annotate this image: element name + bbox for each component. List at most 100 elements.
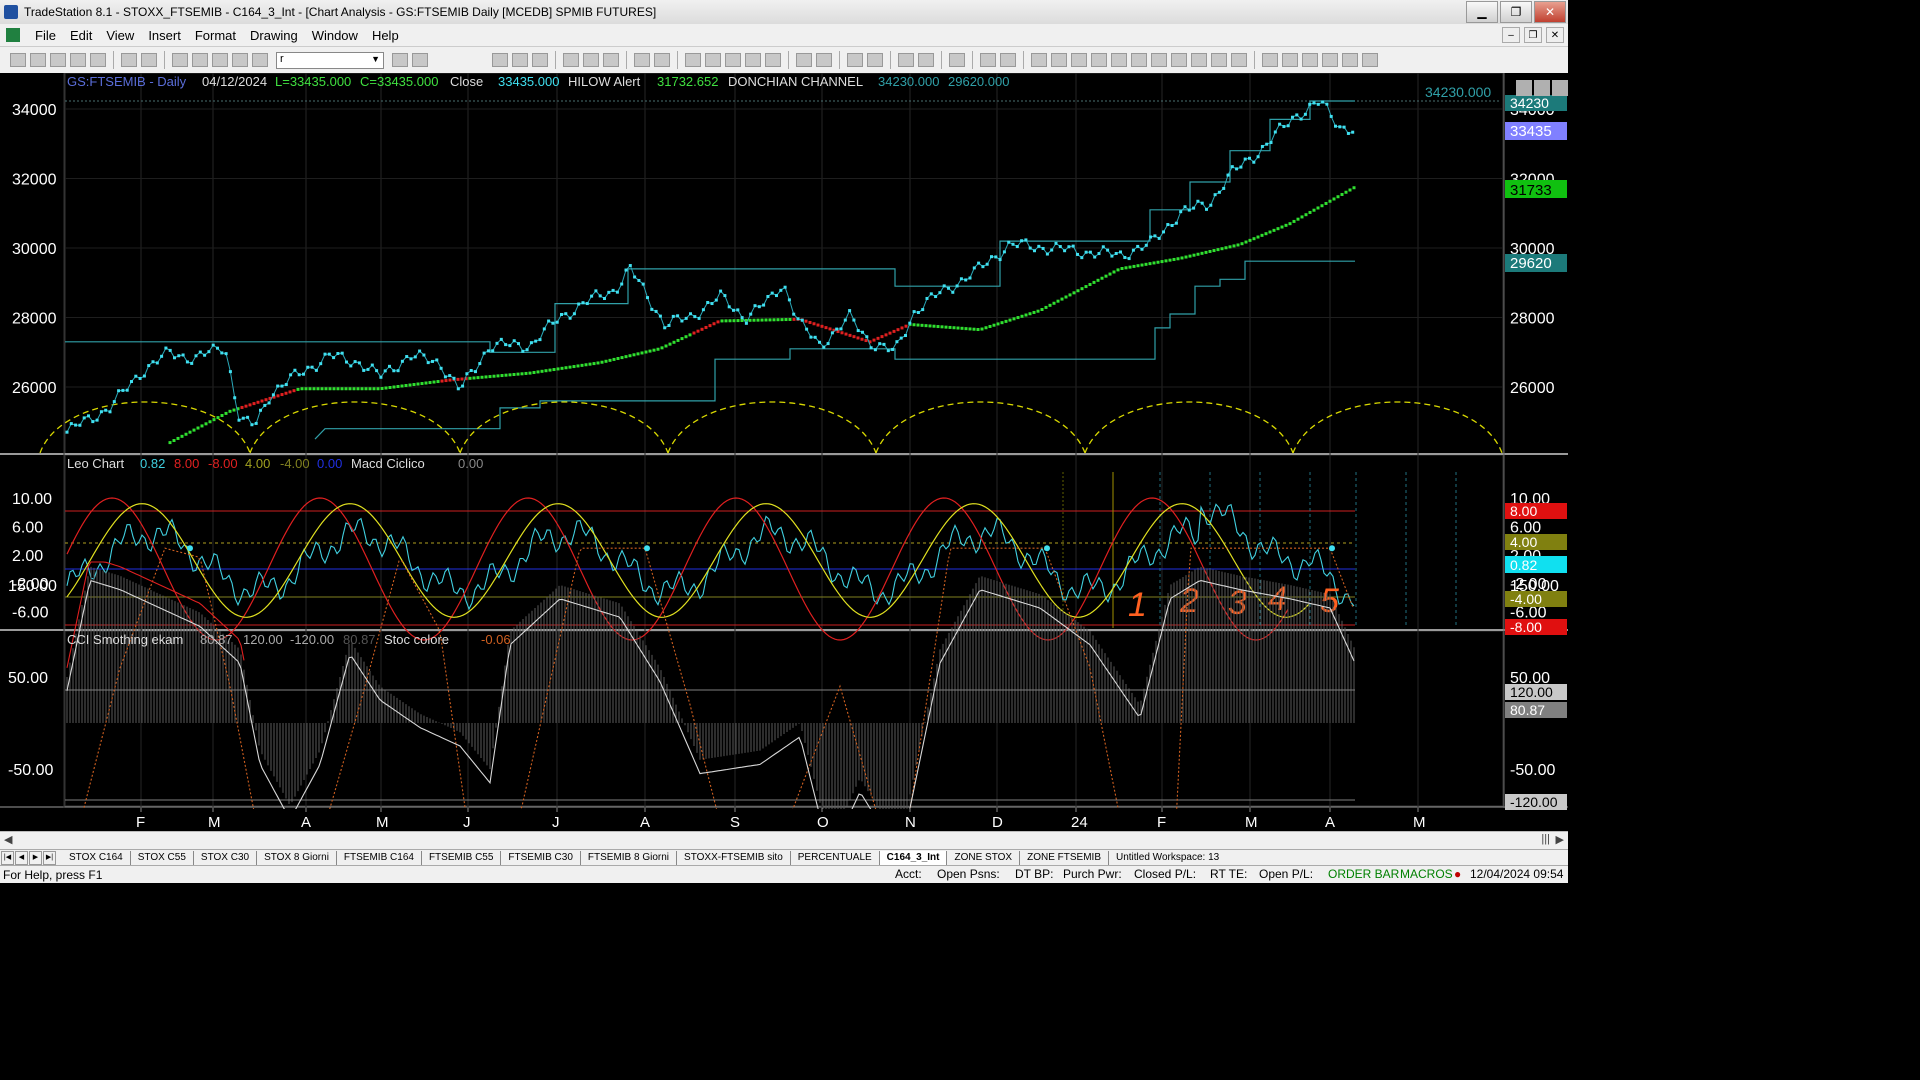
chart-canvas[interactable]: 3400034000320003200030000300002800028000… bbox=[0, 72, 1568, 854]
curve-icon[interactable] bbox=[1262, 53, 1278, 67]
up-arrow-icon[interactable] bbox=[1302, 53, 1318, 67]
tab-stox-8-giorni[interactable]: STOX 8 Giorni bbox=[257, 851, 337, 865]
mdi-close-button[interactable]: ✕ bbox=[1546, 27, 1564, 43]
print-icon[interactable] bbox=[121, 53, 137, 67]
scroll-right-icon[interactable]: ▶ bbox=[1555, 834, 1564, 846]
scanner-icon[interactable] bbox=[685, 53, 701, 67]
options-icon[interactable] bbox=[745, 53, 761, 67]
tab-stox-c164[interactable]: STOX C164 bbox=[62, 851, 131, 865]
line-chart-icon[interactable] bbox=[563, 53, 579, 67]
subwindow-minimize-button[interactable] bbox=[1516, 80, 1532, 96]
document-icon[interactable] bbox=[6, 28, 20, 42]
menu-edit[interactable]: Edit bbox=[69, 27, 93, 43]
bars-icon[interactable] bbox=[765, 53, 781, 67]
status-order-bar[interactable]: ORDER BAR bbox=[1328, 867, 1400, 881]
tab-percentuale[interactable]: PERCENTUALE bbox=[791, 851, 880, 865]
menu-insert[interactable]: Insert bbox=[148, 27, 181, 43]
minimize-button[interactable]: ▁ bbox=[1466, 1, 1498, 23]
cci-panel[interactable] bbox=[64, 630, 1504, 807]
zoom-in-icon[interactable] bbox=[847, 53, 863, 67]
horizontal-lines-icon[interactable] bbox=[1071, 53, 1087, 67]
print-preview-icon[interactable] bbox=[141, 53, 157, 67]
new-window-icon[interactable] bbox=[50, 53, 66, 67]
menu-drawing[interactable]: Drawing bbox=[250, 27, 298, 43]
binoculars-icon[interactable] bbox=[412, 53, 428, 67]
menu-format[interactable]: Format bbox=[194, 27, 236, 43]
tab-ftsemib-c30[interactable]: FTSEMIB C30 bbox=[501, 851, 581, 865]
tab-stox-c55[interactable]: STOX C55 bbox=[131, 851, 194, 865]
tab-last-icon[interactable]: ▶| bbox=[43, 851, 56, 865]
radar-icon[interactable] bbox=[705, 53, 721, 67]
tab-zone-ftsemib[interactable]: ZONE FTSEMIB bbox=[1020, 851, 1109, 865]
fib-icon[interactable] bbox=[1111, 53, 1127, 67]
tab-prev-icon[interactable]: ◀ bbox=[15, 851, 28, 865]
gann-fan-icon[interactable] bbox=[1051, 53, 1067, 67]
horizontal-line-icon[interactable] bbox=[1171, 53, 1187, 67]
andrews-icon[interactable] bbox=[1131, 53, 1147, 67]
go-arrow-icon[interactable] bbox=[392, 53, 408, 67]
import-icon[interactable] bbox=[980, 53, 996, 67]
text-tool-icon[interactable] bbox=[1362, 53, 1378, 67]
chart-style2-icon[interactable] bbox=[512, 53, 528, 67]
data-window-icon[interactable] bbox=[918, 53, 934, 67]
drawing-icon[interactable] bbox=[232, 53, 248, 67]
layout2-icon[interactable] bbox=[192, 53, 208, 67]
chart-analysis-window[interactable]: 3400034000320003200030000300002800028000… bbox=[0, 72, 1568, 854]
arc-icon[interactable] bbox=[1211, 53, 1227, 67]
expand-icon[interactable] bbox=[796, 53, 812, 67]
down-arrow-icon[interactable] bbox=[1282, 53, 1298, 67]
restore-button[interactable]: ❐ bbox=[1500, 1, 1532, 23]
matrix-icon[interactable] bbox=[725, 53, 741, 67]
tab-first-icon[interactable]: |◀ bbox=[1, 851, 14, 865]
freehand-icon[interactable] bbox=[1231, 53, 1247, 67]
trendline-icon[interactable] bbox=[1151, 53, 1167, 67]
new-icon[interactable] bbox=[10, 53, 26, 67]
export-icon[interactable] bbox=[1000, 53, 1016, 67]
subwindow-restore-button[interactable] bbox=[1534, 80, 1550, 96]
pointer-icon[interactable] bbox=[898, 53, 914, 67]
chart-style-icon[interactable] bbox=[492, 53, 508, 67]
scroll-left-icon[interactable]: ◀ bbox=[4, 834, 13, 846]
tab-ftsemib-c55[interactable]: FTSEMIB C55 bbox=[422, 851, 502, 865]
tab-ftsemib-8-giorni[interactable]: FTSEMIB 8 Giorni bbox=[581, 851, 678, 865]
open-icon[interactable] bbox=[30, 53, 46, 67]
rectangle-icon[interactable] bbox=[1342, 53, 1358, 67]
bar-chart-icon[interactable] bbox=[583, 53, 599, 67]
scroll-thumb-icon[interactable]: ||| bbox=[1541, 833, 1550, 845]
tab-zone-stox[interactable]: ZONE STOX bbox=[947, 851, 1021, 865]
pencil-icon[interactable] bbox=[1031, 53, 1047, 67]
tools-icon[interactable] bbox=[949, 53, 965, 67]
oscillator-panel[interactable] bbox=[64, 454, 1504, 631]
layout-icon[interactable] bbox=[172, 53, 188, 67]
zoom-out-icon[interactable] bbox=[867, 53, 883, 67]
status-macros[interactable]: MACROS bbox=[1400, 867, 1453, 881]
strategy-icon[interactable] bbox=[654, 53, 670, 67]
indicator-icon[interactable] bbox=[634, 53, 650, 67]
grid-icon[interactable] bbox=[532, 53, 548, 67]
subwindow-close-button[interactable] bbox=[1552, 80, 1568, 96]
mdi-restore-button[interactable]: ❐ bbox=[1524, 27, 1542, 43]
menu-help[interactable]: Help bbox=[371, 27, 399, 43]
menu-file[interactable]: File bbox=[35, 27, 56, 43]
menu-window[interactable]: Window bbox=[311, 27, 358, 43]
lock-icon[interactable] bbox=[212, 53, 228, 67]
horizontal-scrollbar[interactable]: ◀ ||| ▶ bbox=[0, 831, 1568, 849]
copy-icon[interactable] bbox=[70, 53, 86, 67]
tab-next-icon[interactable]: ▶ bbox=[29, 851, 42, 865]
tab-stox-c30[interactable]: STOX C30 bbox=[194, 851, 258, 865]
globe-icon[interactable] bbox=[252, 53, 268, 67]
menu-view[interactable]: View bbox=[106, 27, 135, 43]
mdi-minimize-button[interactable]: ‒ bbox=[1502, 27, 1520, 43]
compress-icon[interactable] bbox=[816, 53, 832, 67]
ellipse-icon[interactable] bbox=[1322, 53, 1338, 67]
channel-icon[interactable] bbox=[1191, 53, 1207, 67]
price-panel[interactable] bbox=[64, 72, 1504, 455]
folder-icon[interactable] bbox=[90, 53, 106, 67]
refresh-icon[interactable] bbox=[603, 53, 619, 67]
tab-stoxx-ftsemib-sito[interactable]: STOXX-FTSEMIB sito bbox=[677, 851, 791, 865]
symbol-combo[interactable]: r bbox=[276, 51, 384, 69]
tab-c164-3-int[interactable]: C164_3_Int bbox=[879, 851, 948, 865]
close-button[interactable]: ✕ bbox=[1534, 1, 1566, 23]
speed-lines-icon[interactable] bbox=[1091, 53, 1107, 67]
tab-ftsemib-c164[interactable]: FTSEMIB C164 bbox=[337, 851, 422, 865]
